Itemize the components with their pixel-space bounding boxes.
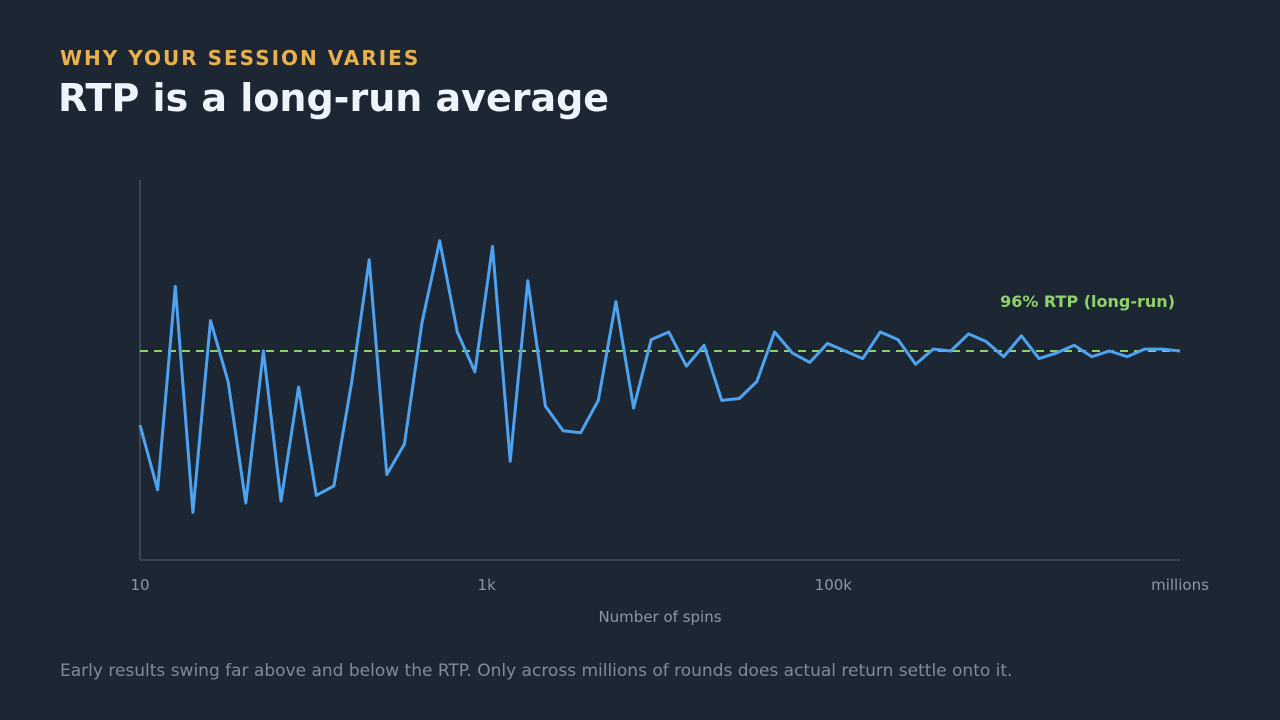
rtp-reference-label: 96% RTP (long-run) [1000, 292, 1175, 311]
x-tick-labels: 10 1k 100k millions [130, 576, 1209, 594]
section-kicker: WHY YOUR SESSION VARIES [60, 46, 421, 70]
chart-caption: Early results swing far above and below … [60, 661, 1013, 681]
x-tick-label: 100k [815, 576, 853, 594]
x-axis-label: Number of spins [598, 608, 721, 626]
x-tick-label: 10 [130, 576, 149, 594]
x-tick-label: millions [1151, 576, 1209, 594]
x-tick-label: 1k [478, 576, 497, 594]
page-title: RTP is a long-run average [58, 76, 610, 120]
return-series-line [138, 239, 1181, 514]
